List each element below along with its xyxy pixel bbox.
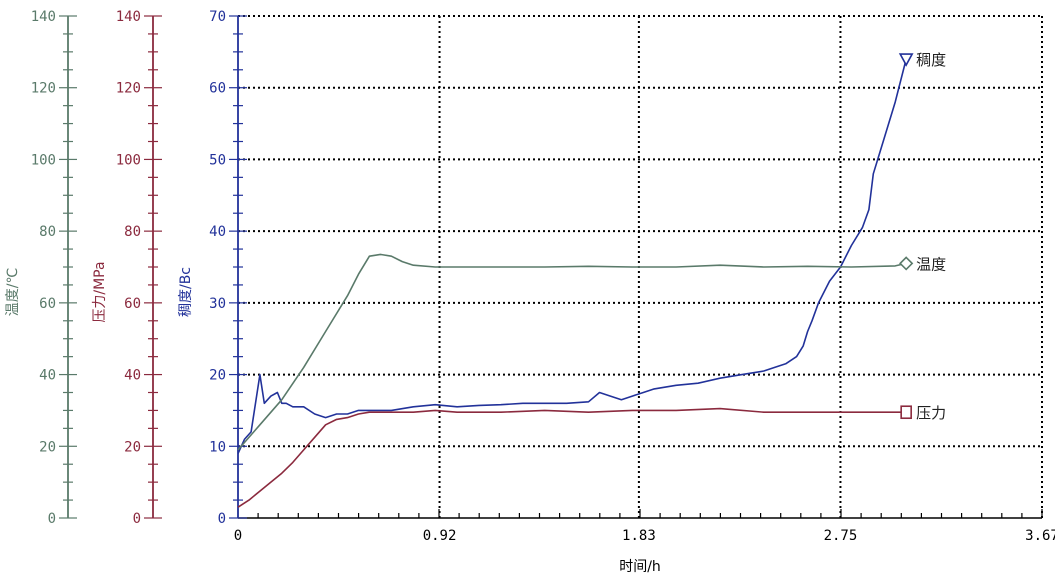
temperature-tick-label: 120	[31, 81, 56, 97]
pressure-tick-label: 140	[116, 9, 141, 25]
x-tick-label: 0.92	[423, 528, 457, 544]
axes: 0 0.92 1.83 2.75 3.67时间/h020406080100120140温…	[5, 9, 1055, 574]
temperature-tick-label: 40	[39, 368, 56, 384]
consistency-tick-label: 70	[209, 9, 226, 25]
series-line-consistency	[237, 58, 907, 454]
consistency-tick-label: 0	[218, 511, 226, 527]
series-layer	[237, 53, 914, 508]
pressure-tick-label: 20	[124, 439, 141, 455]
series-line-pressure	[237, 407, 907, 508]
pressure-axis-title: 压力/MPa	[92, 261, 108, 322]
series-label-pressure: 压力	[916, 404, 946, 422]
x-tick-label: 3.67	[1025, 528, 1055, 544]
temperature-tick-label: 100	[31, 152, 56, 168]
series-label-temperature: 温度	[916, 255, 946, 273]
x-tick-label: 2.75	[824, 528, 858, 544]
consistency-axis-title: 稠度/Bc	[178, 267, 194, 317]
consistency-tick-label: 50	[209, 152, 226, 168]
temperature-tick-label: 140	[31, 9, 56, 25]
consistency-tick-label: 60	[209, 81, 226, 97]
consistency-tick-label: 30	[209, 296, 226, 312]
temperature-tick-label: 0	[48, 511, 56, 527]
temperature-tick-label: 20	[39, 439, 56, 455]
pressure-tick-label: 0	[133, 511, 141, 527]
series-label-consistency: 稠度	[916, 51, 946, 69]
series-marker-pressure	[900, 405, 912, 420]
pressure-tick-label: 120	[116, 81, 141, 97]
x-tick-label: 0	[234, 528, 242, 544]
consistency-tick-label: 10	[209, 439, 226, 455]
temperature-axis-title: 温度/℃	[5, 268, 21, 316]
pressure-tick-label: 60	[124, 296, 141, 312]
x-axis-title: 时间/h	[619, 559, 661, 574]
pressure-tick-label: 40	[124, 368, 141, 384]
consistency-tick-label: 20	[209, 368, 226, 384]
series-marker-consistency	[898, 53, 914, 67]
temperature-tick-label: 80	[39, 224, 56, 240]
pressure-tick-label: 80	[124, 224, 141, 240]
temperature-tick-label: 60	[39, 296, 56, 312]
consistency-tick-label: 40	[209, 224, 226, 240]
x-tick-label: 1.83	[622, 528, 656, 544]
series-line-temperature	[237, 253, 907, 451]
series-marker-temperature	[899, 256, 914, 271]
pressure-tick-label: 100	[116, 152, 141, 168]
